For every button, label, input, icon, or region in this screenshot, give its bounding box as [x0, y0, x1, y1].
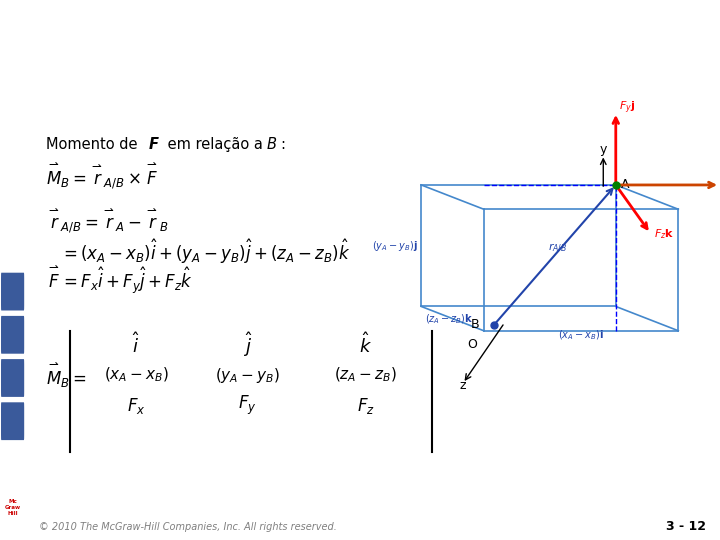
Text: :: : — [280, 137, 285, 152]
Text: $(x_A-x_B)$: $(x_A-x_B)$ — [104, 366, 168, 384]
Bar — [0, 475, 25, 540]
Text: $(z_A-z_B)$: $(z_A-z_B)$ — [334, 366, 397, 384]
Text: em relação a: em relação a — [163, 137, 267, 152]
Text: $F_x$: $F_x$ — [127, 396, 145, 416]
FancyBboxPatch shape — [1, 316, 24, 354]
Text: $\overset{\rightharpoonup}{M}_B =$: $\overset{\rightharpoonup}{M}_B =$ — [46, 361, 86, 390]
Text: Momento de: Momento de — [46, 137, 142, 152]
Text: Mc
Graw
Hill: Mc Graw Hill — [4, 500, 21, 516]
Text: $\overset{\rightharpoonup}{M}_B = \overset{\rightharpoonup}{r}_{A/B} \times \ove: $\overset{\rightharpoonup}{M}_B = \overs… — [46, 161, 158, 192]
Text: Mecânica Vetorial para Engenheiros: Estática: Mecânica Vetorial para Engenheiros: Está… — [39, 20, 720, 50]
Text: B: B — [470, 318, 479, 331]
Text: $(y_A-y_B)$: $(y_A-y_B)$ — [215, 366, 280, 385]
Text: $(x_A-x_B)\mathbf{i}$: $(x_A-x_B)\mathbf{i}$ — [558, 328, 604, 342]
Text: $F_z\mathbf{k}$: $F_z\mathbf{k}$ — [654, 227, 675, 241]
FancyBboxPatch shape — [1, 273, 24, 310]
Text: $(y_A-y_B)\mathbf{j}$: $(y_A-y_B)\mathbf{j}$ — [372, 239, 418, 253]
Text: $F_y\mathbf{j}$: $F_y\mathbf{j}$ — [619, 99, 636, 116]
Text: $(z_A-z_B)\mathbf{k}$: $(z_A-z_B)\mathbf{k}$ — [425, 313, 473, 327]
Text: $\hat{i}$: $\hat{i}$ — [132, 333, 140, 357]
Text: 3 - 12: 3 - 12 — [666, 520, 706, 533]
Text: $\hat{j}$: $\hat{j}$ — [243, 330, 253, 359]
Text: y: y — [600, 143, 607, 156]
Text: Componentes Retangulares do Momento de uma Força: Componentes Retangulares do Momento de u… — [39, 79, 576, 99]
Text: $F_z$: $F_z$ — [356, 396, 374, 416]
Text: $\overset{\rightharpoonup}{r}_{A/B} = \overset{\rightharpoonup}{r}_A - \overset{: $\overset{\rightharpoonup}{r}_{A/B} = \o… — [46, 207, 168, 236]
Text: A: A — [621, 178, 630, 192]
FancyBboxPatch shape — [1, 402, 24, 440]
Text: $F_y$: $F_y$ — [238, 394, 257, 417]
Text: B: B — [267, 137, 277, 152]
Text: $r_{A/B}$: $r_{A/B}$ — [548, 242, 567, 255]
Text: O: O — [467, 338, 477, 351]
Text: Nona
Edição: Nona Edição — [1, 38, 24, 51]
Text: $\overset{\rightharpoonup}{F} = F_x\hat{i} + F_y\hat{j} + F_z\hat{k}$: $\overset{\rightharpoonup}{F} = F_x\hat{… — [46, 264, 193, 296]
Text: © 2010 The McGraw-Hill Companies, Inc. All rights reserved.: © 2010 The McGraw-Hill Companies, Inc. A… — [39, 522, 337, 531]
Text: $\hat{k}$: $\hat{k}$ — [359, 333, 372, 357]
FancyBboxPatch shape — [1, 359, 24, 397]
Text: z: z — [459, 380, 466, 393]
Text: $= (x_A - x_B)\hat{i} + (y_A - y_B)\hat{j} + (z_A - z_B)\hat{k}$: $= (x_A - x_B)\hat{i} + (y_A - y_B)\hat{… — [60, 238, 351, 266]
Text: F: F — [149, 137, 159, 152]
